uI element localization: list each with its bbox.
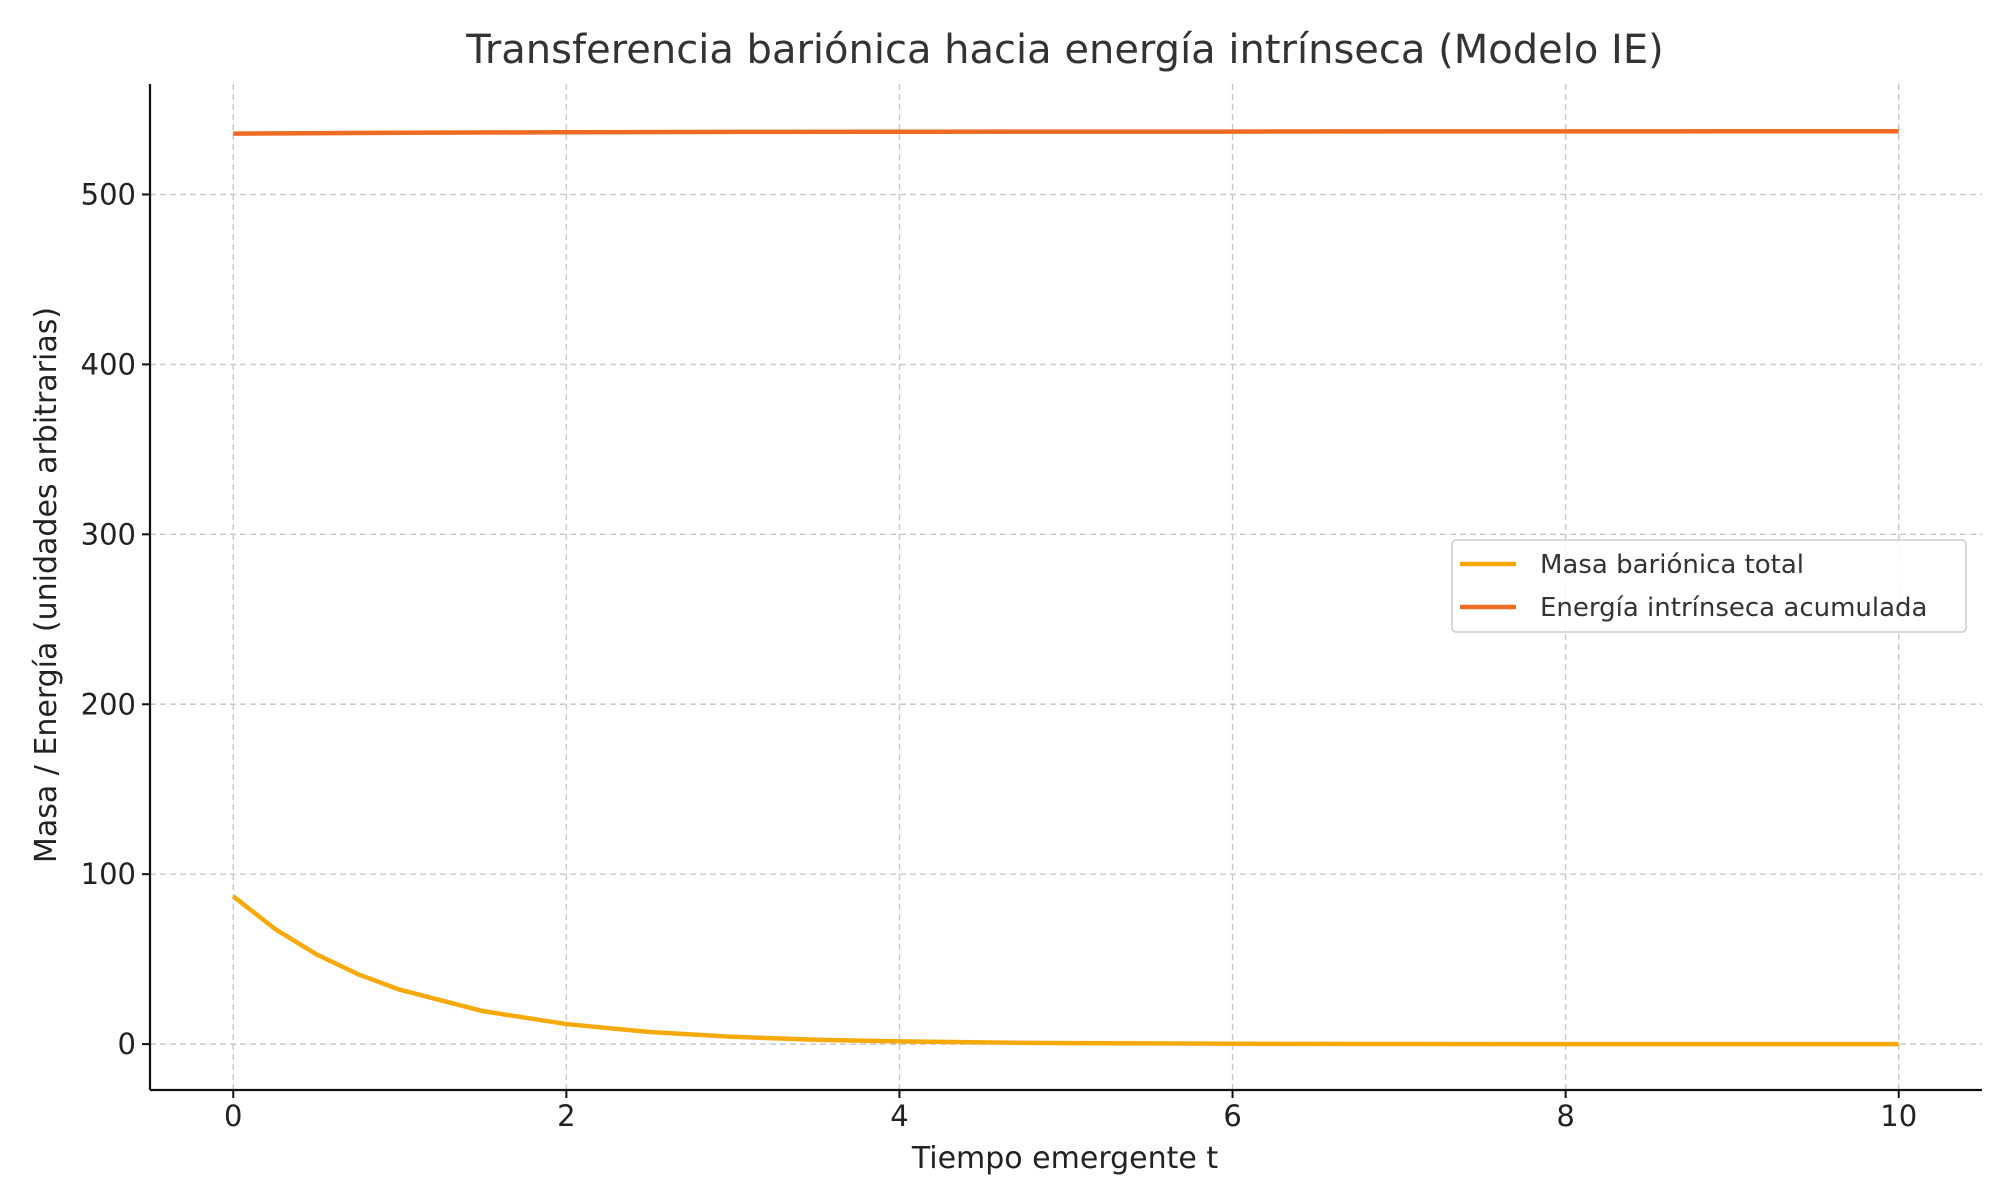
y-tick-label: 200 (81, 687, 136, 721)
y-axis-ticks: 0 100 200 300 400 500 (81, 177, 150, 1061)
x-tick-label: 8 (1556, 1099, 1574, 1133)
y-tick-label: 500 (81, 177, 136, 211)
x-axis-label: Tiempo emergente t (911, 1141, 1219, 1176)
x-tick-label: 6 (1223, 1099, 1241, 1133)
series-line-0 (231, 894, 1899, 1047)
legend-frame (1451, 539, 1967, 633)
y-tick-label: 400 (81, 347, 136, 381)
legend: Masa bariónica total Energía intrínseca a… (1451, 539, 1967, 633)
x-axis-ticks: 0 2 4 6 8 10 (224, 1090, 1917, 1133)
y-tick-label: 300 (81, 517, 136, 551)
x-tick-label: 4 (890, 1099, 908, 1133)
chart-title: Transferencia bariónica hacia energía in… (465, 27, 1663, 73)
x-tick-label: 0 (224, 1099, 242, 1133)
legend-label-1: Energía intrínseca acumulada (1540, 593, 1928, 623)
series-lines (231, 128, 1899, 1047)
axes (148, 84, 1982, 1092)
y-tick-label: 0 (118, 1027, 136, 1061)
y-tick-label: 100 (81, 857, 136, 891)
x-tick-label: 10 (1880, 1099, 1917, 1133)
x-tick-label: 2 (557, 1099, 575, 1133)
series-line-1 (233, 128, 1899, 136)
y-axis-label: Masa / Energía (unidades arbitrarias) (29, 307, 64, 863)
legend-label-0: Masa bariónica total (1540, 550, 1804, 580)
